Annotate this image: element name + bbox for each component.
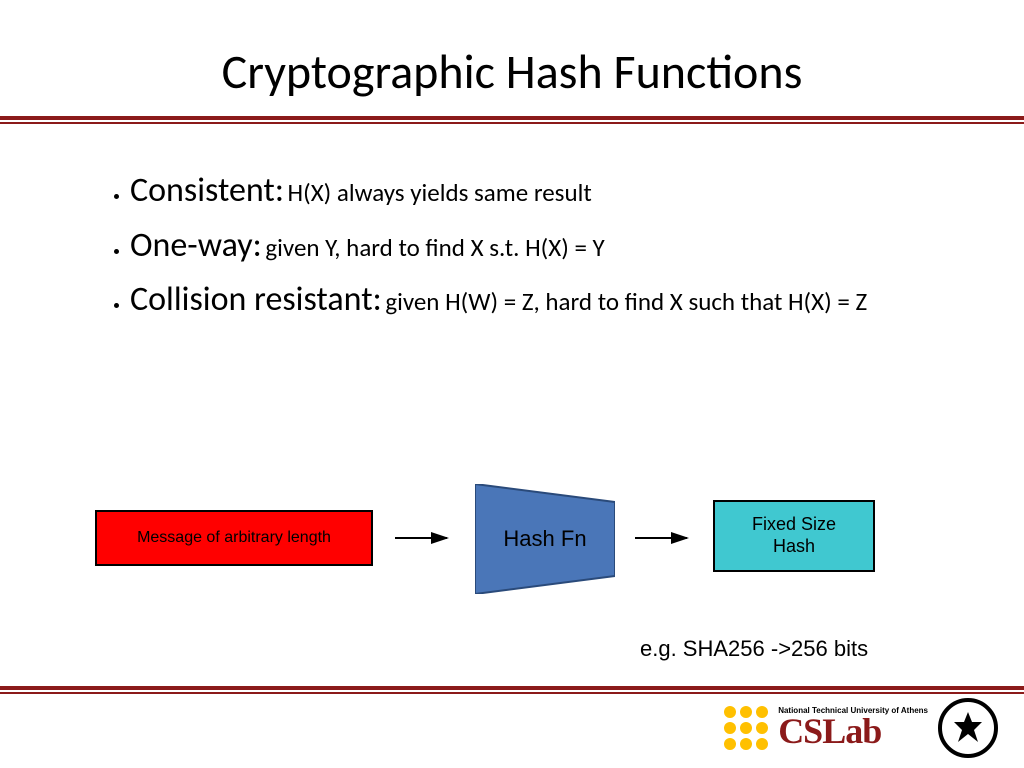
bullet-term: One-way: <box>130 225 262 266</box>
university-seal-icon <box>938 698 998 758</box>
title-rule-bottom <box>0 122 1024 124</box>
footer-logo-area: National Technical University of Athens … <box>724 698 998 758</box>
arrow-1-icon <box>393 526 457 550</box>
bullet-desc: H(X) always yields same result <box>288 177 592 208</box>
slide-title: Cryptographic Hash Functions <box>0 42 1024 101</box>
output-label: Fixed Size Hash <box>752 514 836 557</box>
hash-diagram: Message of arbitrary length Hash Fn Fixe… <box>95 478 925 618</box>
hash-fn-label-wrap: Hash Fn <box>475 484 615 594</box>
bullet-term: Consistent: <box>130 170 284 211</box>
lab-name: CSLab <box>778 713 928 749</box>
bullet-item: Collision resistant: given H(W) = Z, har… <box>130 279 920 322</box>
bullet-list: Consistent: H(X) always yields same resu… <box>100 170 920 334</box>
title-text: Cryptographic Hash Functions <box>222 42 803 101</box>
dots-icon <box>724 706 768 750</box>
message-box: Message of arbitrary length <box>95 510 373 566</box>
cslab-logo: National Technical University of Athens … <box>778 707 928 749</box>
output-box: Fixed Size Hash <box>713 500 875 572</box>
bullet-item: One-way: given Y, hard to find X s.t. H(… <box>130 225 920 268</box>
bullet-desc: given H(W) = Z, hard to find X such that… <box>385 286 867 317</box>
arrow-2-icon <box>633 526 697 550</box>
bullet-desc: given Y, hard to find X s.t. H(X) = Y <box>265 232 604 263</box>
title-rule-top <box>0 116 1024 120</box>
bullet-item: Consistent: H(X) always yields same resu… <box>130 170 920 213</box>
footer-rule-bottom <box>0 692 1024 694</box>
footer-rule-top <box>0 686 1024 690</box>
message-label: Message of arbitrary length <box>137 529 331 547</box>
diagram-caption: e.g. SHA256 ->256 bits <box>640 636 868 662</box>
slide: Cryptographic Hash Functions Consistent:… <box>0 0 1024 768</box>
bullet-term: Collision resistant: <box>130 279 382 320</box>
hash-fn-label: Hash Fn <box>503 526 586 552</box>
